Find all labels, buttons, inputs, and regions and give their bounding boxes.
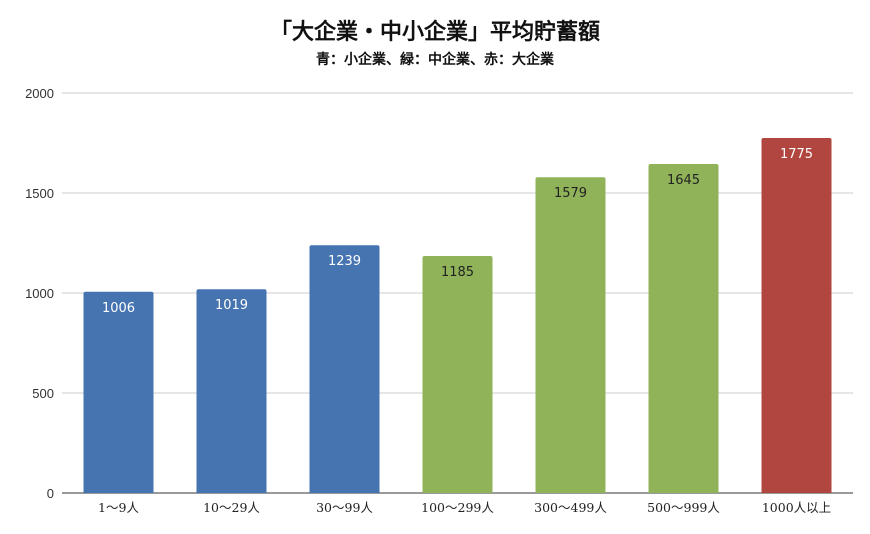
data-label: 1006 xyxy=(102,301,135,316)
x-tick-label: 1〜9人 xyxy=(98,500,139,515)
chart-title: 「大企業・中小企業」平均貯蓄額 xyxy=(269,19,600,45)
x-tick-label: 10〜29人 xyxy=(203,500,260,515)
data-label: 1775 xyxy=(780,147,813,162)
y-tick-label: 1500 xyxy=(25,186,54,201)
x-tick-label: 30〜99人 xyxy=(316,500,373,515)
y-tick-label: 0 xyxy=(47,486,54,501)
bar xyxy=(761,138,832,493)
x-tick-label: 500〜999人 xyxy=(647,500,720,515)
bar xyxy=(309,245,380,493)
bar xyxy=(648,164,719,493)
data-label: 1645 xyxy=(667,173,700,188)
bar xyxy=(422,256,493,493)
x-tick-label: 1000人以上 xyxy=(762,500,831,515)
bar xyxy=(535,177,606,493)
bar xyxy=(196,289,267,493)
data-label: 1579 xyxy=(554,186,587,201)
data-label: 1239 xyxy=(328,254,361,269)
y-tick-label: 2000 xyxy=(25,86,54,101)
y-tick-label: 1000 xyxy=(25,286,54,301)
x-tick-label: 100〜299人 xyxy=(421,500,494,515)
y-tick-label: 500 xyxy=(32,386,54,401)
chart-subtitle: 青：小企業、緑：中企業、赤：大企業 xyxy=(316,52,554,68)
data-label: 1019 xyxy=(215,298,248,313)
x-tick-label: 300〜499人 xyxy=(534,500,607,515)
data-label: 1185 xyxy=(441,265,474,280)
bar xyxy=(83,291,154,493)
